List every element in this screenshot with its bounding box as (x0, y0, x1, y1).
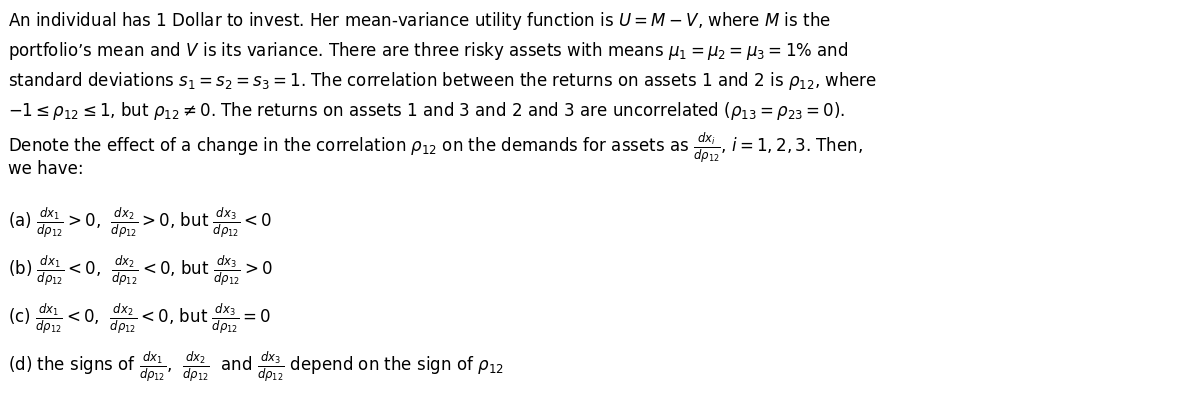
Text: we have:: we have: (8, 160, 84, 178)
Text: (b) $\frac{dx_1}{d\rho_{12}} < 0$,  $\frac{dx_2}{d\rho_{12}} < 0$, but $\frac{dx: (b) $\frac{dx_1}{d\rho_{12}} < 0$, $\fra… (8, 253, 272, 288)
Text: $-1 \leq \rho_{12} \leq 1$, but $\rho_{12} \neq 0$. The returns on assets 1 and : $-1 \leq \rho_{12} \leq 1$, but $\rho_{1… (8, 100, 846, 122)
Text: (d) the signs of $\frac{dx_1}{d\rho_{12}}$,  $\frac{dx_2}{d\rho_{12}}$  and $\fr: (d) the signs of $\frac{dx_1}{d\rho_{12}… (8, 349, 504, 383)
Text: An individual has 1 Dollar to invest. Her mean-variance utility function is $U =: An individual has 1 Dollar to invest. He… (8, 10, 830, 32)
Text: standard deviations $s_1 = s_2 = s_3 = 1$. The correlation between the returns o: standard deviations $s_1 = s_2 = s_3 = 1… (8, 70, 877, 92)
Text: (c) $\frac{dx_1}{d\rho_{12}} < 0$,  $\frac{dx_2}{d\rho_{12}} < 0$, but $\frac{dx: (c) $\frac{dx_1}{d\rho_{12}} < 0$, $\fra… (8, 301, 271, 336)
Text: (a) $\frac{dx_1}{d\rho_{12}} > 0$,  $\frac{dx_2}{d\rho_{12}} > 0$, but $\frac{dx: (a) $\frac{dx_1}{d\rho_{12}} > 0$, $\fra… (8, 205, 272, 239)
Text: Denote the effect of a change in the correlation $\rho_{12}$ on the demands for : Denote the effect of a change in the cor… (8, 130, 863, 164)
Text: portfolio’s mean and $V$ is its variance. There are three risky assets with mean: portfolio’s mean and $V$ is its variance… (8, 40, 848, 62)
